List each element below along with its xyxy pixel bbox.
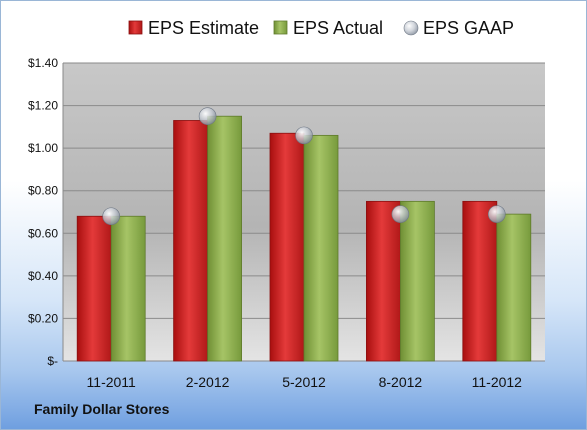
eps-estimate-bar (76, 215, 112, 362)
y-tick-label: $1.40 (28, 56, 58, 70)
x-category-label: 5-2012 (282, 374, 326, 390)
eps-gaap-marker (487, 205, 506, 223)
legend-label: EPS Actual (293, 18, 383, 38)
legend-swatch (273, 20, 288, 35)
y-tick-label: $1.20 (28, 99, 58, 113)
eps-estimate-bar (269, 132, 305, 362)
x-category-label: 11-2012 (472, 374, 523, 390)
y-tick-label: $0.60 (28, 226, 58, 240)
eps-actual-bar (110, 215, 146, 362)
eps-estimate-bar (462, 200, 498, 362)
bars (76, 115, 532, 362)
y-tick-label: $1.00 (28, 141, 58, 155)
y-tick-label: $- (47, 354, 58, 368)
eps-actual-bar (496, 213, 532, 362)
eps-estimate-bar (173, 120, 209, 362)
y-tick-label: $0.80 (28, 184, 58, 198)
x-axis-category-labels: 11-2011 2-2012 5-2012 8-2012 11-2012 (87, 374, 523, 390)
company-name: Family Dollar Stores (34, 401, 170, 417)
eps-gaap-marker (102, 207, 120, 226)
eps-gaap-marker (391, 205, 410, 223)
y-tick-label: $0.40 (28, 269, 58, 283)
gaap-markers (102, 107, 506, 226)
legend-swatch (403, 20, 419, 36)
eps-gaap-marker (198, 107, 217, 126)
x-category-label: 11-2011 (87, 374, 137, 390)
eps-actual-bar (207, 115, 243, 362)
x-category-label: 2-2012 (186, 374, 230, 390)
eps-actual-bar (399, 200, 435, 362)
eps-gaap-marker (295, 126, 313, 145)
legend-label: EPS Estimate (148, 18, 259, 38)
eps-estimate-bar (365, 200, 401, 362)
x-category-label: 8-2012 (379, 374, 423, 390)
eps-actual-bar (303, 134, 339, 362)
legend: EPS Estimate EPS Actual EPS GAAP (128, 18, 514, 38)
legend-swatch (128, 20, 143, 35)
y-axis-tick-labels: $- $0.20 $0.40 $0.60 $0.80 $1.00 $1.20 $1.40 (28, 56, 58, 368)
y-tick-label: $0.20 (28, 311, 58, 325)
legend-label: EPS GAAP (423, 18, 514, 38)
